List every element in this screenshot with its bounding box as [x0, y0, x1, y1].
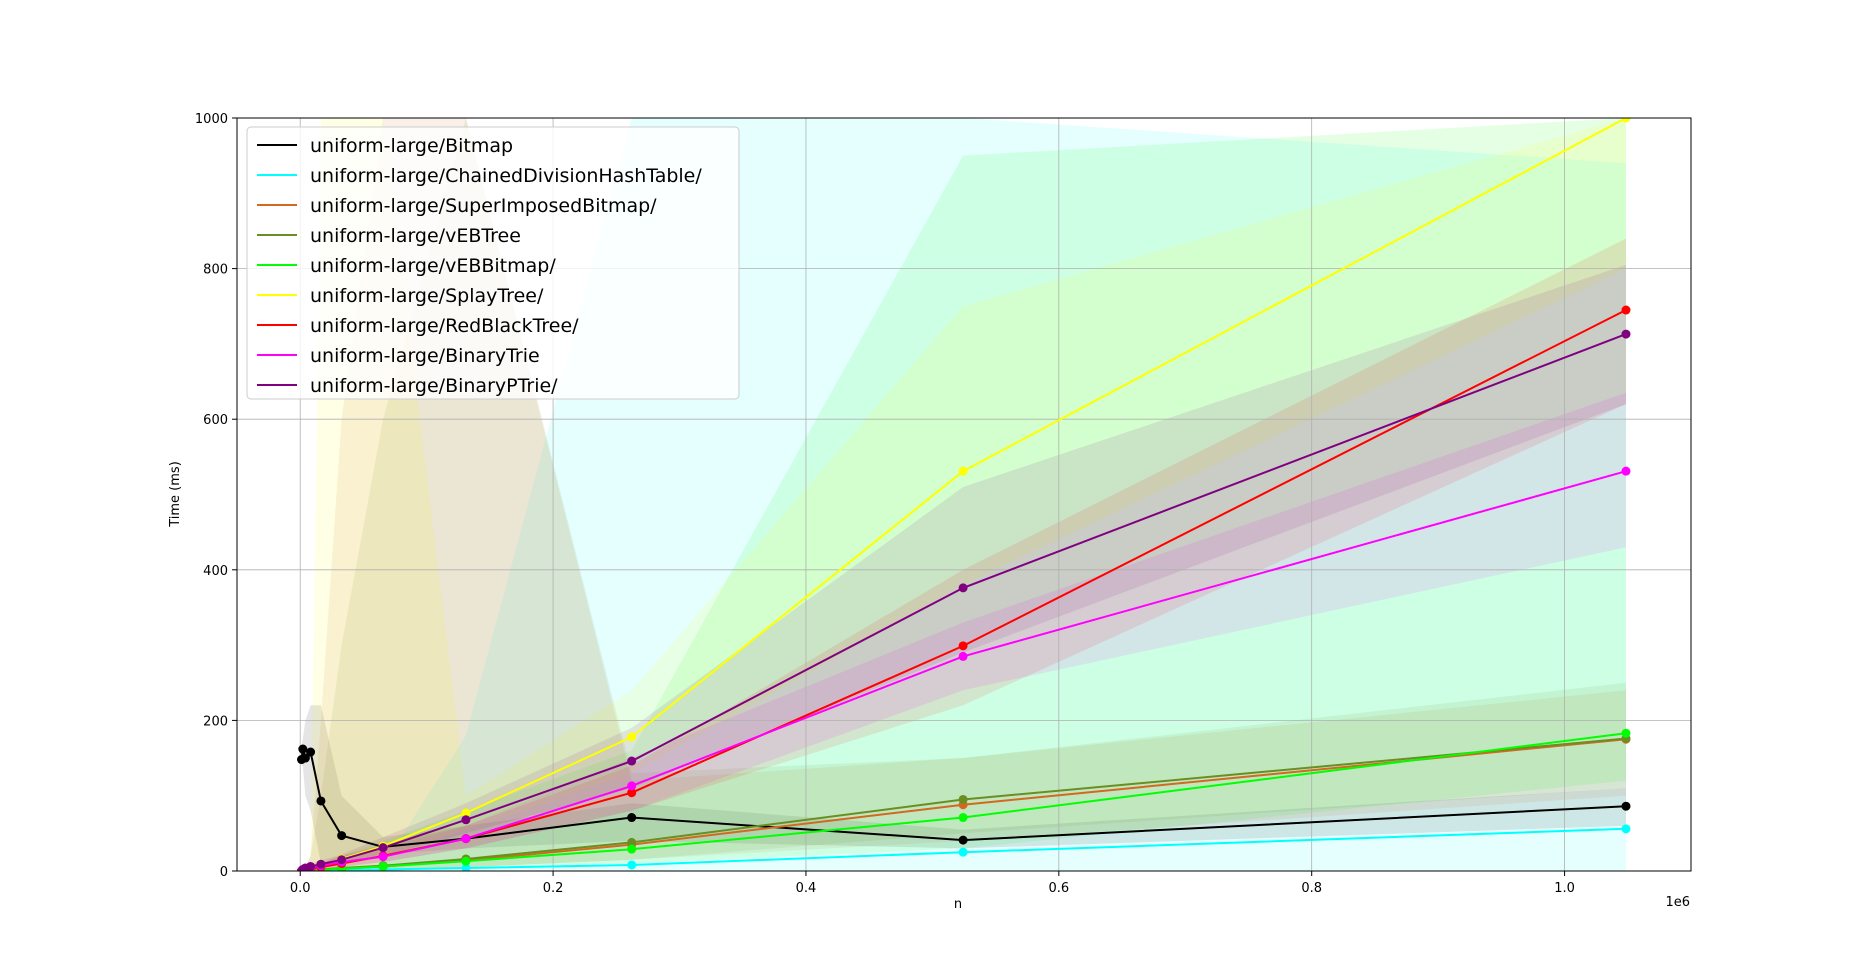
point-8-6 [378, 843, 388, 853]
point-6-8 [627, 788, 637, 798]
point-8-8 [627, 756, 637, 766]
y-tick-label-2: 400 [203, 564, 228, 579]
point-1-8 [627, 860, 637, 870]
legend-label-2: uniform-large/SuperImposedBitmap/ [310, 195, 657, 217]
x-axis-label: n [954, 897, 962, 912]
point-6-10 [1621, 305, 1631, 315]
y-axis-label: Time (ms) [168, 461, 183, 528]
point-3-8 [627, 837, 637, 847]
legend-label-1: uniform-large/ChainedDivisionHashTable/ [310, 165, 702, 187]
point-4-6 [378, 861, 388, 871]
band-3 [301, 118, 1626, 871]
legend-label-6: uniform-large/RedBlackTree/ [310, 315, 579, 337]
point-1-9 [958, 847, 968, 857]
x-tick-label-0: 0.0 [290, 881, 311, 896]
point-8-3 [306, 861, 316, 871]
point-4-7 [461, 856, 471, 866]
plot-frame [236, 117, 1692, 872]
point-0-9 [958, 835, 968, 845]
band-4 [301, 118, 1626, 871]
point-4-10 [1621, 728, 1631, 738]
legend-label-3: uniform-large/vEBTree [310, 225, 521, 247]
point-7-8 [627, 781, 637, 791]
point-8-10 [1621, 329, 1631, 339]
point-0-1 [298, 744, 308, 754]
point-0-5 [337, 831, 347, 841]
point-0-10 [1621, 801, 1631, 811]
point-8-5 [337, 855, 347, 865]
point-0-4 [316, 796, 326, 806]
x-tick-label-4: 0.8 [1301, 881, 1322, 896]
point-4-8 [627, 844, 637, 854]
y-tick-label-1: 200 [203, 714, 228, 729]
x-offset-label: 1e6 [1665, 895, 1690, 910]
point-7-7 [461, 834, 471, 844]
point-0-8 [627, 813, 637, 823]
legend-label-5: uniform-large/SplayTree/ [310, 285, 544, 307]
point-8-4 [316, 859, 326, 869]
x-tick-label-5: 1.0 [1554, 881, 1575, 896]
point-8-7 [461, 815, 471, 825]
point-8-9 [958, 583, 968, 593]
point-5-9 [958, 466, 968, 476]
point-5-7 [461, 808, 471, 818]
x-tick-label-3: 0.6 [1048, 881, 1069, 896]
x-tick-label-2: 0.4 [796, 881, 817, 896]
legend-box [246, 126, 740, 400]
band-8 [301, 264, 1626, 871]
series-points [297, 118, 1631, 871]
point-6-9 [958, 641, 968, 651]
band-7 [301, 392, 1626, 871]
point-4-9 [958, 813, 968, 823]
point-0-3 [306, 747, 316, 757]
legend-label-0: uniform-large/Bitmap [310, 135, 513, 157]
point-1-10 [1621, 824, 1631, 834]
x-tick-label-1: 0.2 [543, 881, 564, 896]
point-7-6 [378, 852, 388, 862]
axes: 0.0 0.2 0.4 0.6 0.8 1.0 0 200 400 600 800 1000 [195, 112, 1692, 896]
point-3-9 [958, 794, 968, 804]
legend-label-4: uniform-large/vEBBitmap/ [310, 255, 556, 277]
point-5-8 [627, 732, 637, 742]
point-5-10 [1621, 118, 1631, 123]
point-7-10 [1621, 466, 1631, 476]
y-tick-label-3: 600 [203, 413, 228, 428]
y-tick-label-4: 800 [203, 263, 228, 278]
legend: uniform-large/Bitmap uniform-large/Chaine… [246, 126, 740, 400]
legend-label-7: uniform-large/BinaryTrie [310, 345, 540, 367]
y-tick-label-5: 1000 [195, 112, 228, 127]
point-0-2 [300, 753, 310, 763]
point-1-7 [461, 863, 471, 871]
point-7-9 [958, 651, 968, 661]
y-tick-label-0: 0 [220, 865, 228, 880]
legend-label-8: uniform-large/BinaryPTrie/ [310, 375, 558, 397]
band-5 [301, 118, 1626, 871]
